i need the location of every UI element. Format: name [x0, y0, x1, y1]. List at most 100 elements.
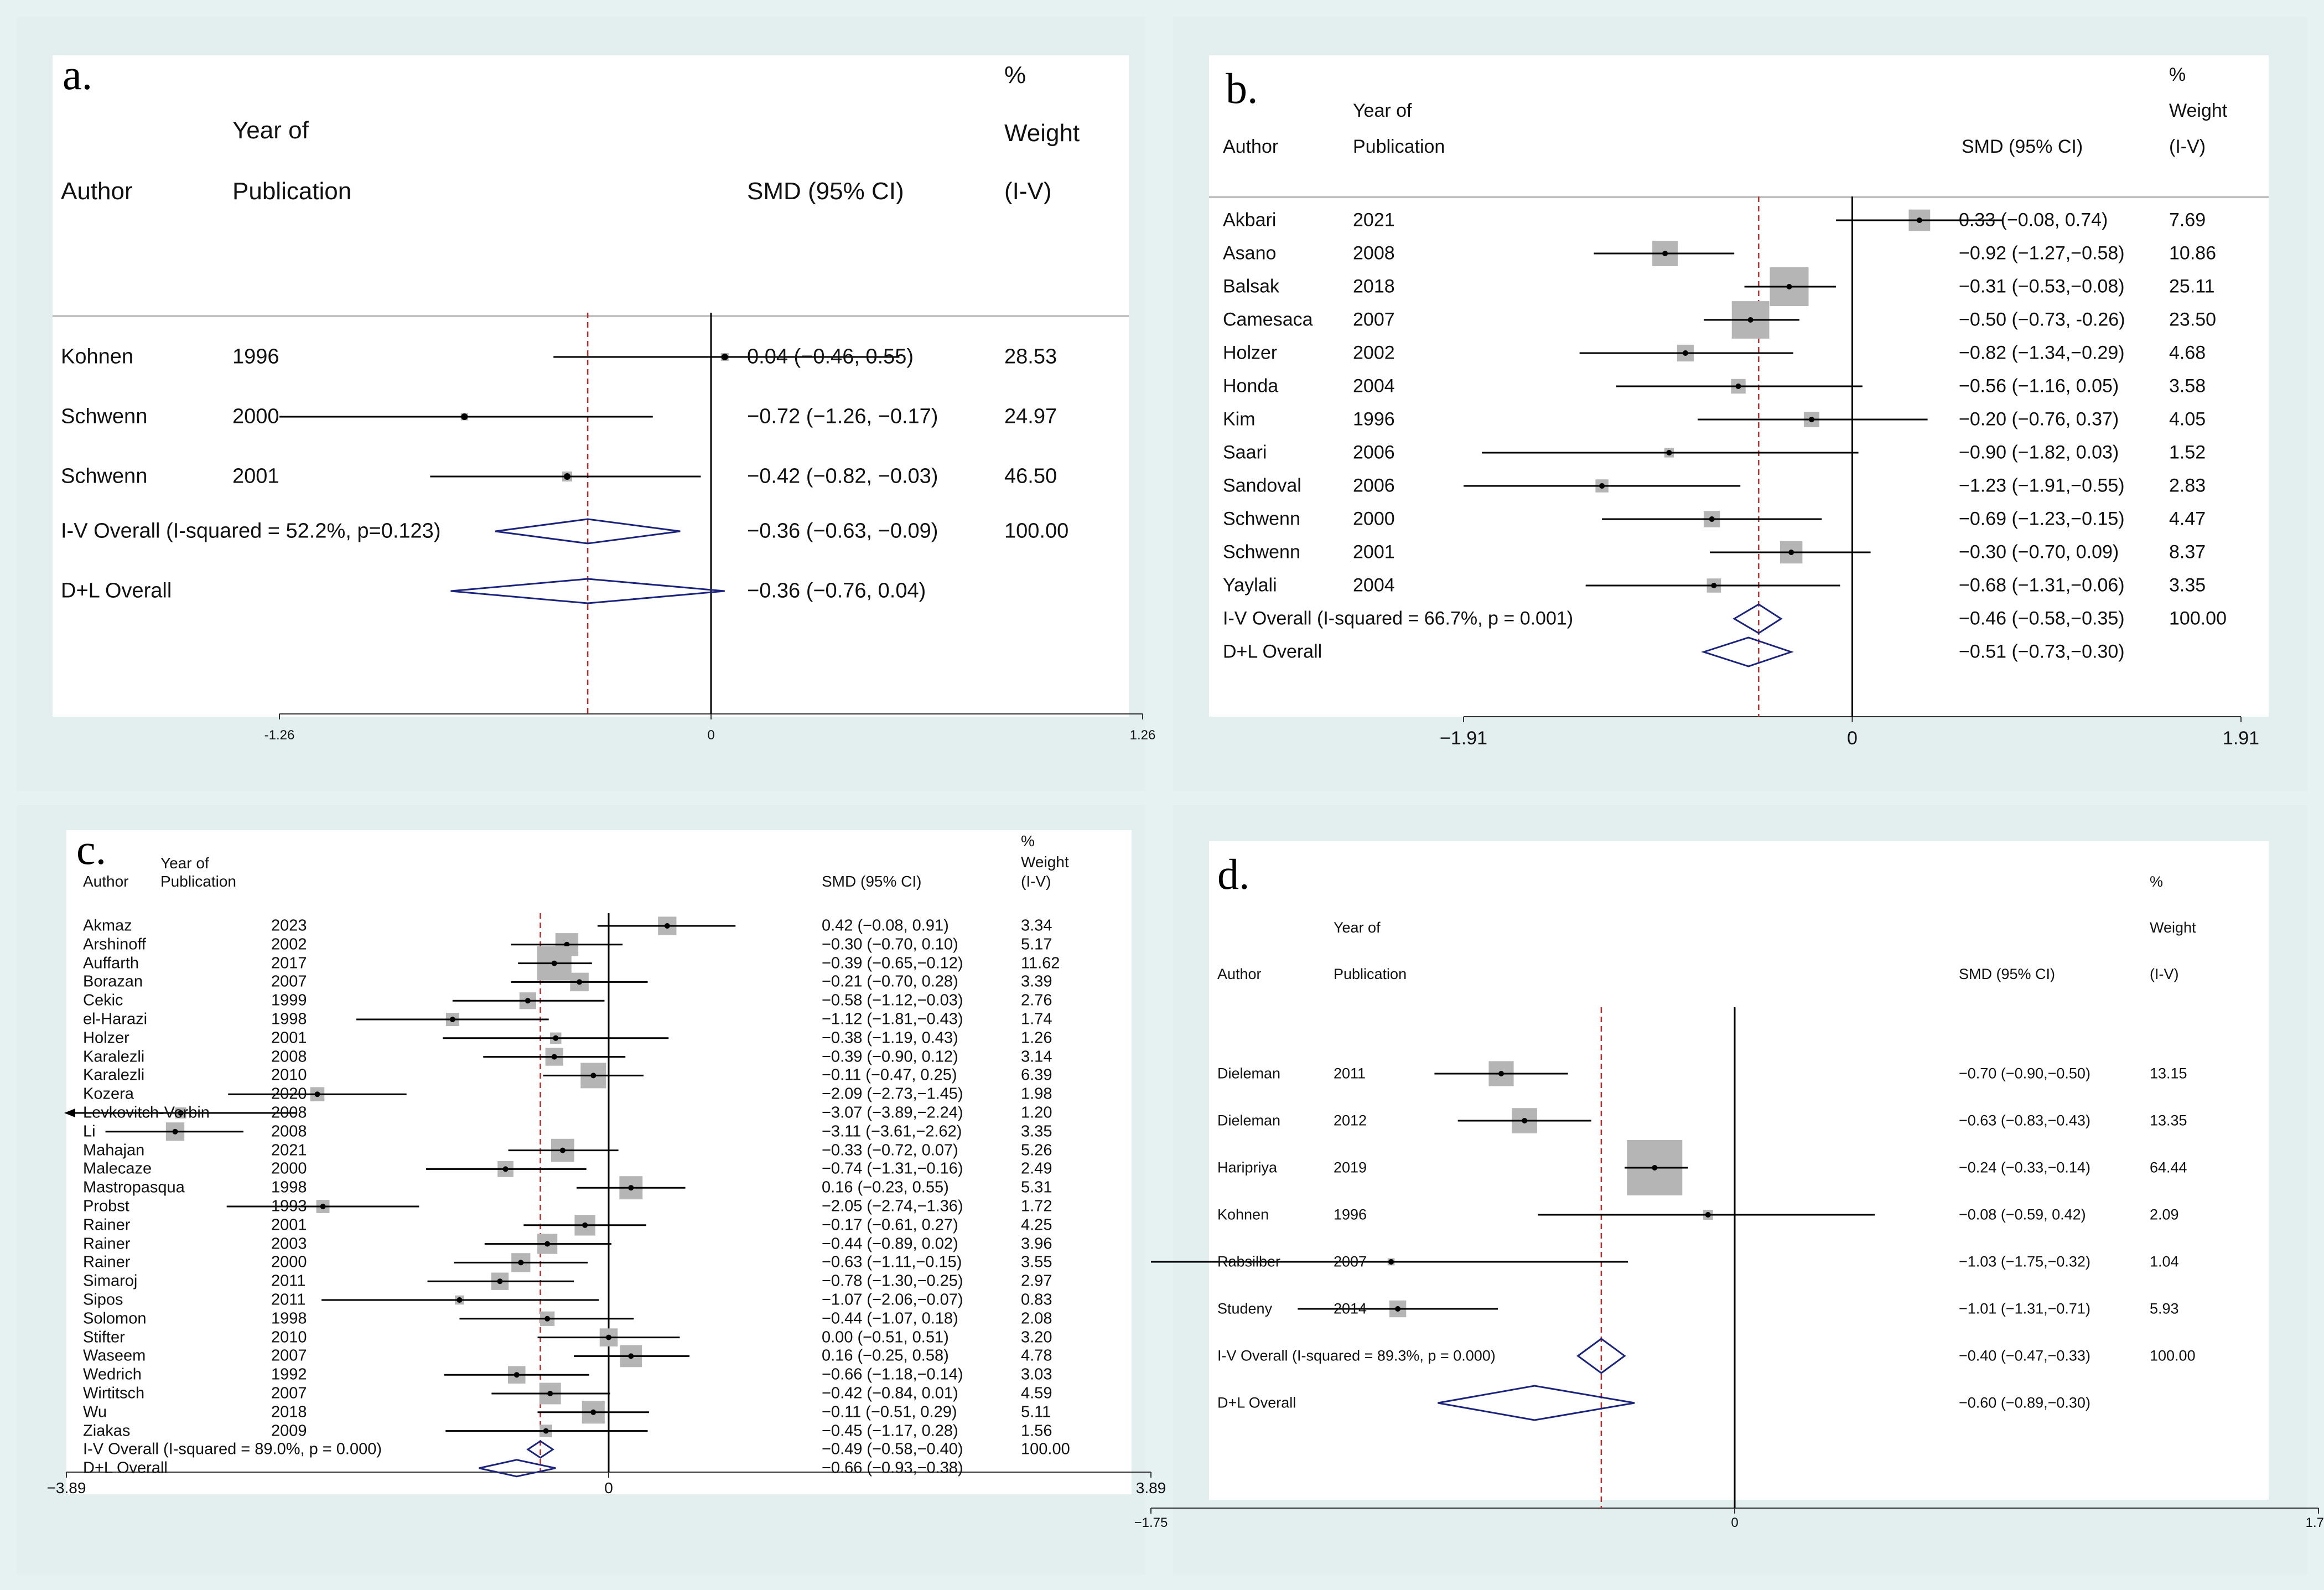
study-year: 1992	[271, 1365, 307, 1384]
header-weight-line2: Weight	[2169, 100, 2228, 121]
dl-overall-diamond	[1701, 636, 1794, 667]
header-year-line1: Year of	[1334, 919, 1381, 936]
study-author: Haripriya	[1217, 1159, 1278, 1176]
study-author: Sandoval	[1223, 475, 1301, 496]
header-smd: SMD (95% CI)	[1959, 966, 2056, 982]
study-year: 2004	[1353, 574, 1395, 596]
study-year: 2007	[271, 1346, 307, 1365]
study-author: Mahajan	[83, 1141, 145, 1159]
study-author: Malecaze	[83, 1159, 152, 1178]
header-year-line2: Publication	[160, 873, 236, 890]
study-point	[628, 1353, 634, 1359]
study-author: Schwenn	[1223, 541, 1300, 563]
header-weight-line1: %	[1004, 61, 1026, 89]
study-point	[513, 1372, 520, 1378]
header-year-line1: Year of	[160, 854, 209, 872]
study-year: 2014	[1334, 1300, 1367, 1317]
study-author: Mastropasqua	[83, 1178, 185, 1197]
study-year: 1998	[271, 1010, 307, 1028]
study-point	[320, 1204, 326, 1209]
study-point	[1916, 217, 1922, 223]
study-author: Rabsilber	[1217, 1253, 1281, 1270]
study-smd-ci: −0.38 (−1.19, 0.43)	[822, 1029, 958, 1047]
study-weight: 4.05	[2169, 408, 2206, 430]
study-weight: 28.53	[1004, 345, 1057, 369]
study-point	[178, 1110, 184, 1116]
study-weight: 6.39	[1021, 1066, 1052, 1084]
dl-overall-diamond	[479, 1459, 556, 1478]
study-author: el-Harazi	[83, 1010, 148, 1028]
header-author: Author	[83, 873, 129, 890]
header-weight-line3: (I-V)	[2150, 966, 2179, 982]
study-point	[544, 1241, 551, 1247]
x-tick-label: 1.75	[2305, 1515, 2324, 1530]
study-point	[1652, 1165, 1658, 1171]
header-smd: SMD (95% CI)	[822, 873, 922, 890]
study-smd-ci: −3.07 (−3.89,−2.24)	[822, 1104, 963, 1122]
study-smd-ci: −0.44 (−0.89, 0.02)	[822, 1235, 958, 1253]
overall-label: D+L Overall	[61, 579, 172, 603]
study-year: 2019	[1334, 1159, 1367, 1176]
study-year: 2001	[271, 1029, 307, 1047]
study-year: 2018	[1353, 276, 1395, 297]
study-smd-ci: 0.33 (−0.08, 0.74)	[1959, 209, 2108, 231]
study-author: Simaroj	[83, 1272, 138, 1290]
study-smd-ci: −0.92 (−1.27,−0.58)	[1959, 242, 2125, 264]
study-point	[461, 413, 468, 420]
study-author: Wirtitsch	[83, 1384, 145, 1402]
overall-weight: 100.00	[1004, 519, 1069, 543]
study-smd-ci: −1.23 (−1.91,−0.55)	[1959, 475, 2125, 496]
study-year: 2007	[271, 972, 307, 991]
header-weight-line3: (I-V)	[1004, 178, 1052, 205]
study-weight: 4.78	[1021, 1346, 1052, 1365]
study-year: 2008	[271, 1122, 307, 1141]
study-weight: 3.35	[1021, 1122, 1052, 1141]
study-year: 1998	[271, 1178, 307, 1197]
forest-svg-d	[1150, 1007, 2319, 1514]
x-tick-label: −1.91	[1439, 728, 1488, 749]
overall-label: I-V Overall (I-squared = 89.0%, p = 0.00…	[83, 1440, 382, 1458]
study-point	[590, 1409, 596, 1415]
header-smd: SMD (95% CI)	[747, 178, 904, 205]
study-weight: 13.15	[2150, 1065, 2187, 1082]
study-point	[1395, 1306, 1401, 1312]
study-smd-ci: −0.56 (−1.16, 0.05)	[1959, 375, 2119, 397]
header-weight-line2: Weight	[1004, 120, 1080, 147]
study-smd-ci: −0.39 (−0.65,−0.12)	[822, 954, 963, 972]
study-point	[1662, 251, 1668, 256]
study-author: Camesaca	[1223, 309, 1313, 330]
overall-smd-ci: −0.36 (−0.63, −0.09)	[747, 519, 938, 543]
study-year: 2021	[271, 1141, 307, 1159]
study-weight: 5.17	[1021, 935, 1052, 954]
iv-overall-diamond	[495, 518, 681, 545]
study-weight: 3.55	[1021, 1253, 1052, 1271]
overall-weight: 100.00	[1021, 1440, 1070, 1458]
header-year-line2: Publication	[1353, 136, 1445, 157]
study-smd-ci: −0.78 (−1.30,−0.25)	[822, 1272, 963, 1290]
study-smd-ci: −0.82 (−1.34,−0.29)	[1959, 342, 2125, 364]
overall-weight: 100.00	[2150, 1347, 2196, 1364]
study-weight: 25.11	[2169, 276, 2215, 297]
study-point	[1498, 1071, 1504, 1076]
x-tick-label: 3.89	[1135, 1479, 1166, 1496]
study-year: 2000	[271, 1253, 307, 1271]
study-point	[172, 1128, 178, 1135]
study-smd-ci: −0.42 (−0.82, −0.03)	[747, 464, 938, 488]
panel-label-b: b.	[1226, 64, 1258, 112]
study-weight: 13.35	[2150, 1112, 2187, 1129]
x-tick-label: 0	[707, 728, 715, 743]
study-year: 2009	[271, 1422, 307, 1440]
study-smd-ci: −0.11 (−0.47, 0.25)	[822, 1066, 957, 1084]
study-year: 2008	[271, 1048, 307, 1066]
forest-plot-c: c. Author Year of Publication SMD (95% CI)% W…	[47, 825, 1166, 1496]
study-smd-ci: −0.58 (−1.12,−0.03)	[822, 991, 963, 1009]
study-point	[547, 1391, 553, 1396]
header-year-line1: Year of	[232, 117, 309, 144]
study-author: Holzer	[1223, 342, 1278, 364]
study-smd-ci: −0.50 (−0.73, -0.26)	[1959, 309, 2125, 330]
study-year: 2006	[1353, 475, 1395, 496]
study-weight: 5.31	[1021, 1178, 1052, 1197]
study-point	[456, 1297, 463, 1303]
study-author: Kohnen	[61, 345, 134, 369]
x-tick-label: 0	[604, 1479, 613, 1496]
